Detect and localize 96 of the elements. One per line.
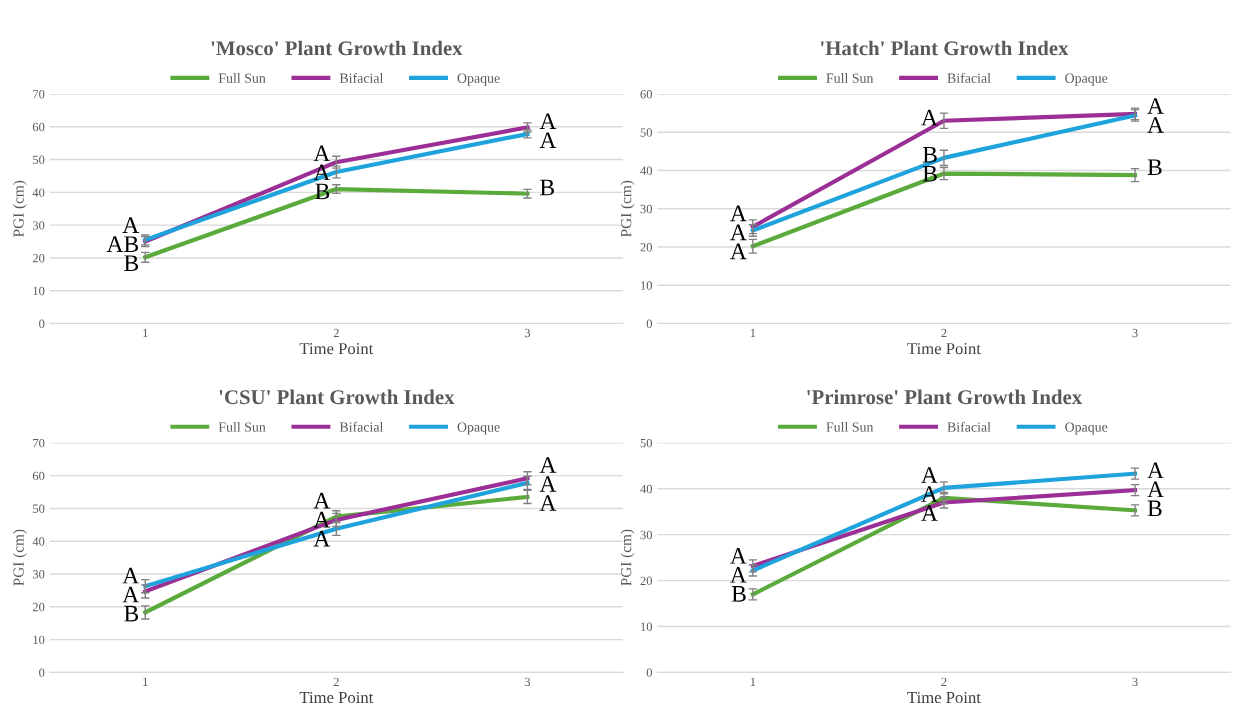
legend-label: Bifacial: [339, 72, 384, 83]
legend-label: Opaque: [1065, 422, 1108, 435]
annotation: A: [122, 586, 140, 603]
y-tick-label: 50: [640, 438, 652, 448]
legend-label: Opaque: [457, 422, 500, 435]
annotation: A: [313, 492, 331, 509]
annotation: B: [540, 179, 554, 196]
y-axis-title: PGI (cm): [12, 529, 27, 586]
x-tick-label: 3: [524, 328, 531, 338]
annotation: A: [539, 476, 557, 492]
annotation: A: [1147, 462, 1164, 479]
y-tick-label: 20: [32, 253, 45, 263]
chart-title: 'Mosco' Plant Growth Index: [211, 40, 463, 56]
chart-title: 'Primrose' Plant Growth Index: [807, 389, 1083, 405]
annotation: A: [313, 145, 331, 162]
annotation: A: [921, 109, 938, 126]
y-tick-label: 0: [39, 668, 45, 677]
legend-label: Opaque: [457, 73, 500, 86]
x-tick-label: 3: [1132, 328, 1138, 338]
annotation: A: [730, 548, 747, 564]
y-tick-label: 30: [640, 204, 652, 214]
y-tick-label: 0: [39, 319, 45, 328]
legend-label: Full Sun: [218, 73, 266, 83]
x-tick-label: 2: [333, 328, 339, 338]
x-axis-title: Time Point: [299, 343, 374, 355]
y-axis-title: PGI (cm): [620, 529, 635, 586]
x-tick-label: 3: [524, 677, 531, 687]
annotation: A: [921, 467, 938, 483]
annotation: B: [1147, 159, 1162, 176]
annotation: A: [539, 132, 557, 148]
y-tick-label: 40: [32, 537, 45, 546]
annotation: B: [124, 255, 139, 271]
x-tick-label: 3: [1132, 677, 1138, 687]
annotation: A: [921, 505, 938, 521]
chart-title: 'Hatch' Plant Growth Index: [821, 40, 1069, 56]
annotation: A: [730, 224, 747, 241]
x-axis-title: Time Point: [299, 691, 374, 704]
legend-label: Bifacial: [947, 72, 991, 83]
y-tick-label: 70: [33, 438, 45, 448]
annotation: A: [122, 567, 140, 584]
y-tick-label: 50: [33, 504, 45, 513]
annotation: A: [730, 205, 747, 222]
y-tick-label: 60: [640, 90, 652, 99]
annotation: A: [539, 457, 557, 473]
annotation: B: [1147, 500, 1162, 517]
y-tick-label: 20: [640, 243, 652, 252]
annotation: B: [922, 146, 937, 163]
legend-label: Bifacial: [339, 421, 384, 432]
annotation: AB: [106, 236, 139, 252]
y-axis-title: PGI (cm): [12, 180, 27, 237]
x-axis-title: Time Point: [907, 343, 981, 355]
legend-label: Full Sun: [218, 421, 266, 432]
legend-label: Opaque: [1065, 73, 1108, 86]
y-tick-label: 60: [32, 122, 45, 132]
x-tick-label: 1: [750, 677, 756, 686]
y-tick-label: 0: [646, 319, 652, 328]
y-tick-label: 60: [32, 471, 45, 481]
annotation: A: [730, 567, 747, 583]
y-tick-label: 40: [32, 188, 45, 197]
y-tick-label: 30: [640, 530, 652, 540]
legend-label: Full Sun: [826, 73, 874, 83]
annotation: A: [1147, 98, 1164, 114]
y-tick-label: 10: [33, 286, 45, 296]
annotation: A: [539, 495, 557, 511]
x-tick-label: 2: [941, 328, 947, 338]
legend-label: Full Sun: [826, 421, 874, 432]
annotation: B: [124, 605, 139, 622]
annotation: A: [730, 243, 747, 260]
y-tick-label: 20: [32, 602, 45, 612]
annotation: A: [539, 113, 557, 129]
x-tick-label: 1: [143, 677, 148, 686]
y-tick-label: 50: [33, 155, 45, 165]
x-axis-title: Time Point: [907, 691, 981, 704]
y-tick-label: 70: [33, 90, 45, 99]
y-tick-label: 30: [32, 221, 45, 230]
x-tick-label: 2: [333, 677, 339, 686]
x-tick-label: 1: [143, 328, 148, 338]
y-tick-label: 20: [640, 576, 652, 586]
annotation: A: [1147, 481, 1164, 498]
y-axis-title: PGI (cm): [620, 180, 635, 237]
y-tick-label: 50: [640, 128, 652, 137]
y-tick-label: 30: [32, 570, 45, 579]
y-tick-label: 10: [641, 281, 652, 290]
annotation: A: [1147, 117, 1164, 133]
y-tick-label: 40: [640, 484, 652, 494]
annotation: A: [122, 217, 140, 233]
annotation: A: [313, 530, 331, 547]
y-tick-label: 0: [646, 668, 652, 677]
x-tick-label: 2: [941, 677, 947, 686]
y-tick-label: 40: [640, 166, 652, 175]
chart-title: 'CSU' Plant Growth Index: [219, 389, 455, 405]
legend-label: Bifacial: [947, 421, 991, 432]
x-tick-label: 1: [750, 328, 756, 338]
y-tick-label: 10: [33, 635, 45, 645]
y-tick-label: 10: [641, 622, 652, 631]
annotation: B: [731, 586, 746, 602]
